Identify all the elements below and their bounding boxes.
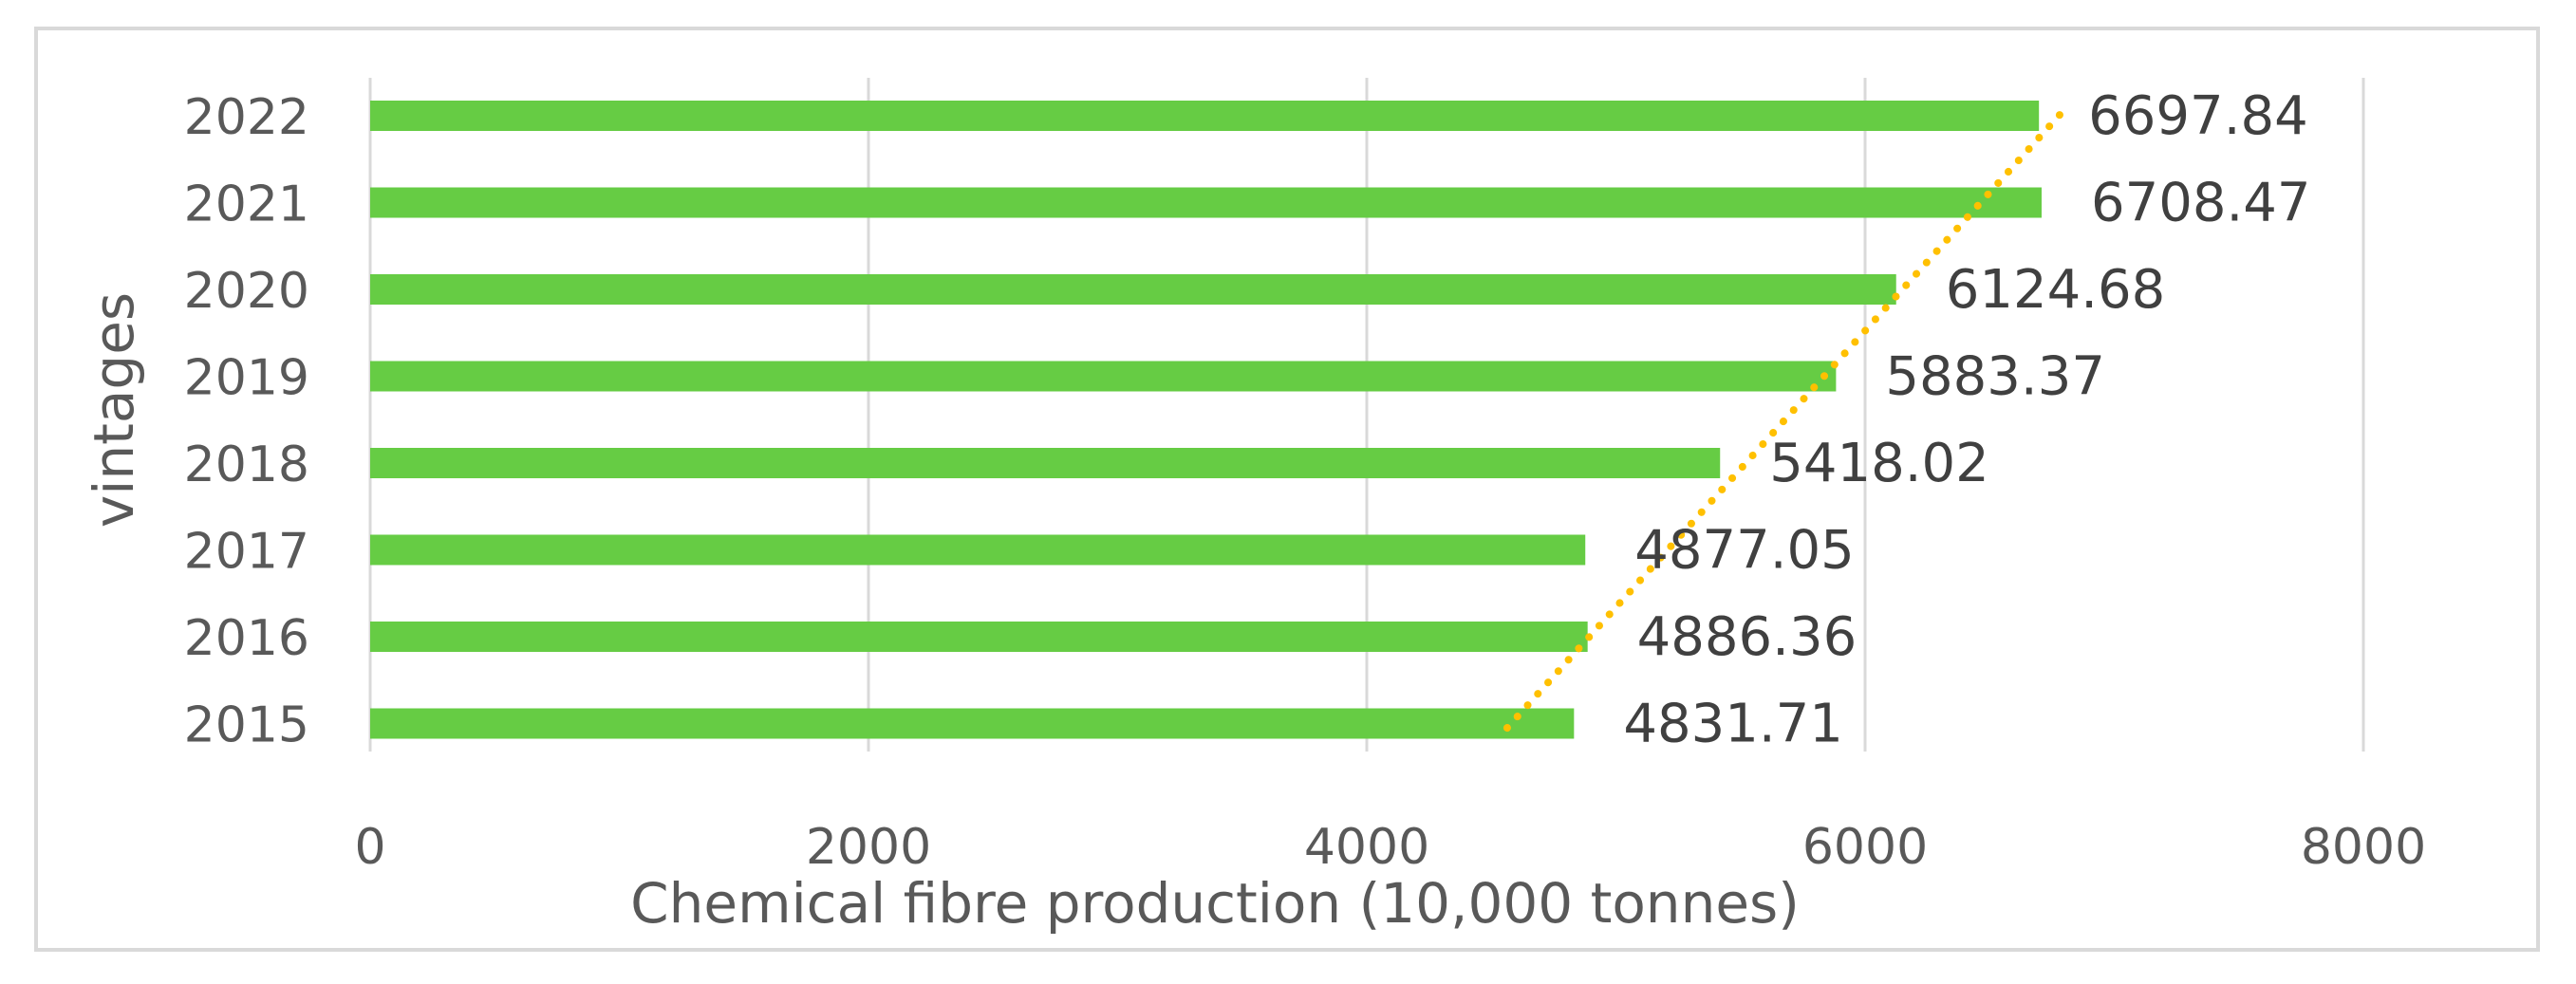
chart-frame: 4831.71 4886.36 4877.05 5418.02 5883.37 6124.… (34, 27, 2540, 952)
y-tick-label-2021: 2021 (184, 176, 309, 233)
y-tick-label-2018: 2018 (184, 436, 309, 493)
data-label-2020: 6124.68 (1946, 259, 2166, 321)
bar-2018 (370, 448, 1721, 478)
bar-2020 (370, 274, 1896, 305)
bar-2022 (370, 101, 2040, 131)
bar-2016 (370, 622, 1588, 652)
x-tick-label-8000: 8000 (2301, 819, 2426, 876)
bar-chart: 4831.71 4886.36 4877.05 5418.02 5883.37 6124.… (82, 78, 2426, 936)
y-tick-label-2020: 2020 (184, 263, 309, 320)
y-tick-label-2022: 2022 (184, 89, 309, 146)
x-tick-label-2000: 2000 (806, 819, 931, 876)
bar-2019 (370, 361, 1837, 392)
trendline (1503, 107, 2067, 733)
y-tick-label-2017: 2017 (184, 524, 309, 581)
bar-2017 (370, 534, 1586, 566)
data-label-2019: 5883.37 (1885, 346, 2105, 408)
bar-2021 (370, 187, 2042, 218)
y-tick-labels: 2015 2016 2017 2018 2019 2020 2021 2022 (184, 89, 309, 754)
y-axis-title: vintages (82, 292, 146, 528)
bar-2015 (370, 708, 1575, 739)
data-label-2018: 5418.02 (1769, 433, 1989, 494)
bars (370, 101, 2042, 739)
data-label-2021: 6708.47 (2091, 173, 2311, 234)
data-label-2022: 6697.84 (2088, 85, 2308, 147)
data-label-2017: 4877.05 (1634, 520, 1855, 582)
y-tick-label-2015: 2015 (184, 697, 309, 754)
x-tick-labels: 0 2000 4000 6000 8000 (354, 819, 2426, 876)
data-label-2015: 4831.71 (1623, 694, 1843, 755)
x-tick-label-6000: 6000 (1802, 819, 1928, 876)
trendline-layer (1503, 107, 2067, 733)
y-tick-label-2016: 2016 (184, 610, 309, 667)
data-label-2016: 4886.36 (1637, 606, 1857, 668)
data-labels: 4831.71 4886.36 4877.05 5418.02 5883.37 6124.… (1623, 85, 2310, 755)
x-axis-title: Chemical fibre production (10,000 tonnes… (630, 871, 1800, 936)
y-tick-label-2019: 2019 (184, 350, 309, 407)
x-tick-label-0: 0 (354, 819, 385, 876)
x-tick-label-4000: 4000 (1304, 819, 1429, 876)
